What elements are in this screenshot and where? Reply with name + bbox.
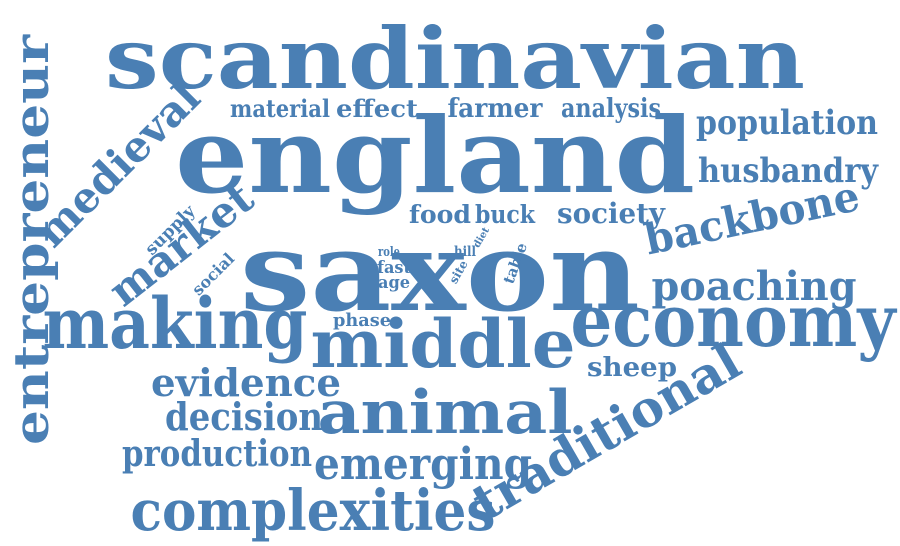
word-poaching: poaching	[652, 263, 857, 310]
word-saxon: saxon	[240, 207, 640, 336]
word-decision: decision	[165, 394, 323, 439]
word-effect: effect	[336, 94, 418, 123]
word-analysis: analysis	[561, 94, 661, 124]
word-society: society	[557, 197, 666, 230]
word-husbandry: husbandry	[698, 151, 879, 191]
word-buck: buck	[475, 200, 536, 229]
word-role: role	[378, 245, 400, 260]
word-entrepreneur: entrepreneur	[4, 34, 60, 445]
word-farmer: farmer	[448, 94, 543, 124]
word-middle: middle	[311, 305, 576, 383]
word-complexities: complexities	[131, 478, 496, 544]
word-evidence: evidence	[151, 360, 341, 405]
word-production: production	[122, 433, 312, 475]
word-food: food	[409, 200, 471, 229]
word-material: material	[230, 94, 330, 123]
word-phase: phase	[333, 310, 391, 331]
word-england: england	[175, 94, 695, 217]
word-scandinavian: scandinavian	[105, 9, 805, 108]
word-making: making	[43, 282, 308, 365]
word-emerging: emerging	[314, 439, 532, 490]
word-hill: hill	[454, 244, 476, 260]
word-fast: fast	[377, 258, 411, 278]
word-economy: economy	[571, 278, 898, 363]
word-population: population	[696, 103, 878, 143]
word-sheep: sheep	[587, 353, 677, 383]
word-animal: animal	[318, 378, 573, 448]
word-age: age	[378, 273, 410, 293]
